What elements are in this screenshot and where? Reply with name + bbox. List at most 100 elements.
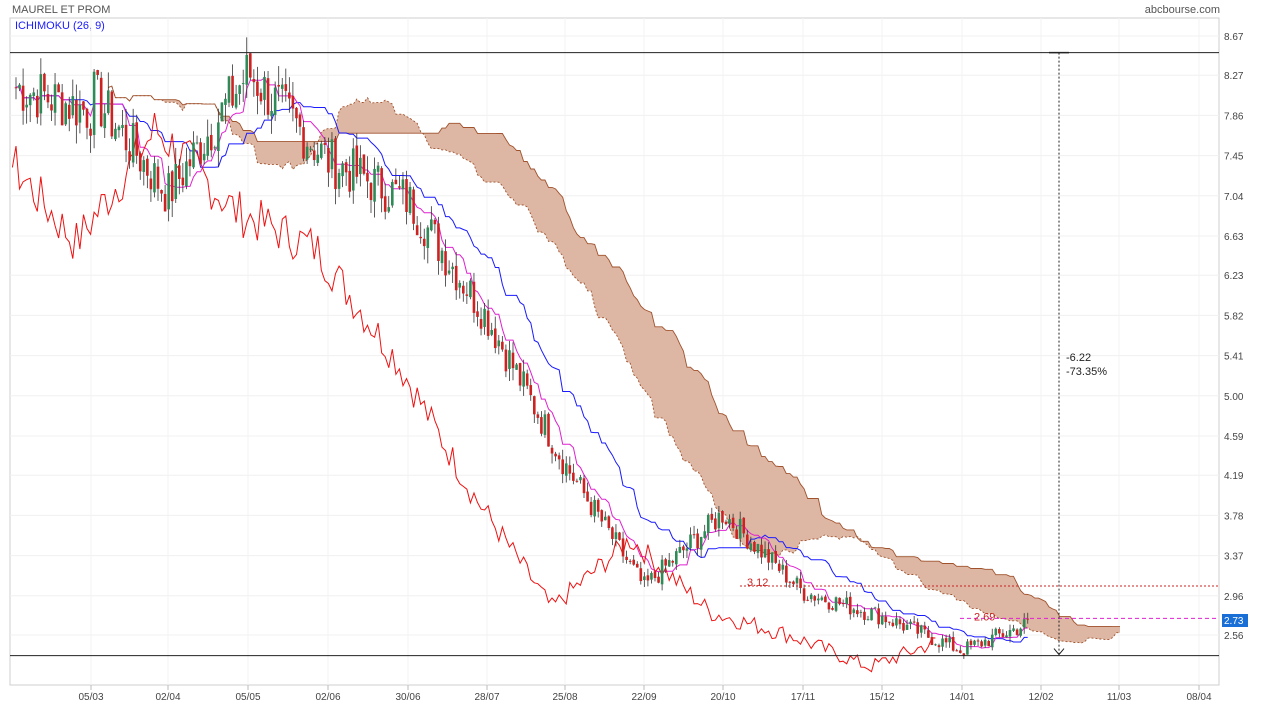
candle-body [714,518,717,530]
x-tick-label: 17/11 [791,692,816,703]
candle-body [373,168,376,202]
candle-body [305,146,309,160]
candle-body [1001,633,1005,637]
candle-body [142,160,146,172]
candle-body [795,577,799,584]
candle-body [107,90,110,114]
candle-body [529,385,533,396]
candle-body [557,455,561,460]
candle-body [540,417,543,434]
candle-body [170,171,174,202]
candle-body [213,147,217,149]
candle-body [401,179,405,190]
measure-percent: -73.35% [1066,366,1107,378]
x-tick-label: 25/08 [552,692,577,703]
candle-body [369,182,373,201]
candle-body [117,126,121,131]
candle-body [799,578,802,589]
candle-body [366,172,369,182]
candle-body [550,447,554,454]
candle-body [46,94,50,103]
candle-body [1012,628,1015,631]
candle-body [323,142,327,145]
candle-body [983,639,987,646]
candle-body [490,330,493,335]
candle-body [667,560,671,567]
candle-body [479,318,483,329]
candle-body [451,266,454,270]
candle-body [753,541,756,552]
y-tick-label: 6.23 [1224,271,1244,282]
candle-body [53,84,57,113]
candle-body [146,158,149,176]
candle-body [966,641,969,655]
candle-body [937,645,941,648]
candle-body [898,619,902,625]
candle-body [245,54,249,85]
y-tick-label: 8.27 [1224,71,1244,82]
candle-body [440,250,444,264]
candle-body [476,311,479,317]
candle-body [199,142,202,164]
candle-body [781,564,785,570]
candle-body [660,559,664,585]
x-tick-label: 30/06 [395,692,420,703]
candle-body [809,594,813,600]
candle-body [472,281,476,313]
candle-body [160,190,163,194]
candle-body [238,85,241,94]
candle-body [355,145,359,177]
candle-body [231,75,234,106]
candle-body [611,527,614,539]
x-tick-label: 08/04 [1186,692,1211,703]
candle-body [465,294,469,296]
candle-body [188,159,192,167]
candle-body [454,265,458,291]
candle-body [78,104,82,123]
candle-body [785,565,788,583]
candle-body [217,122,220,152]
candle-body [110,91,114,137]
candle-body [980,641,983,647]
candle-body [604,516,607,521]
candle-body [415,225,419,236]
candle-body [525,373,529,386]
candle-body [888,621,891,623]
candle-body [703,531,706,538]
candle-body [564,463,568,476]
candle-body [341,163,344,177]
x-tick-label: 14/01 [949,692,974,703]
candle-body [259,92,263,102]
candle-body [185,161,188,187]
candle-body [99,77,103,127]
candle-body [320,143,323,158]
y-tick-label: 8.67 [1224,32,1244,43]
candle-body [731,517,735,529]
candle-body [437,223,440,261]
candle-body [383,196,387,212]
candle-body [458,282,462,288]
candle-body [21,85,25,111]
candle-body [14,87,18,89]
candle-body [813,596,817,601]
candle-body [312,150,316,161]
candle-body [575,480,579,482]
candle-body [39,74,43,114]
candle-body [763,549,767,558]
candle-body [351,148,355,191]
candle-body [831,608,834,610]
candle-body [923,625,927,630]
candle-body [646,575,650,581]
candle-body [955,650,959,652]
senkou-span-b [108,85,1120,628]
candle-body [639,568,643,582]
candle-body [728,519,731,524]
candle-body [32,92,36,97]
candle-body [263,76,266,100]
candle-body [36,95,39,118]
candle-body [806,599,809,601]
candle-body [628,560,632,562]
candle-body [746,534,749,549]
candle-body [912,621,916,623]
candle-body [635,563,639,568]
